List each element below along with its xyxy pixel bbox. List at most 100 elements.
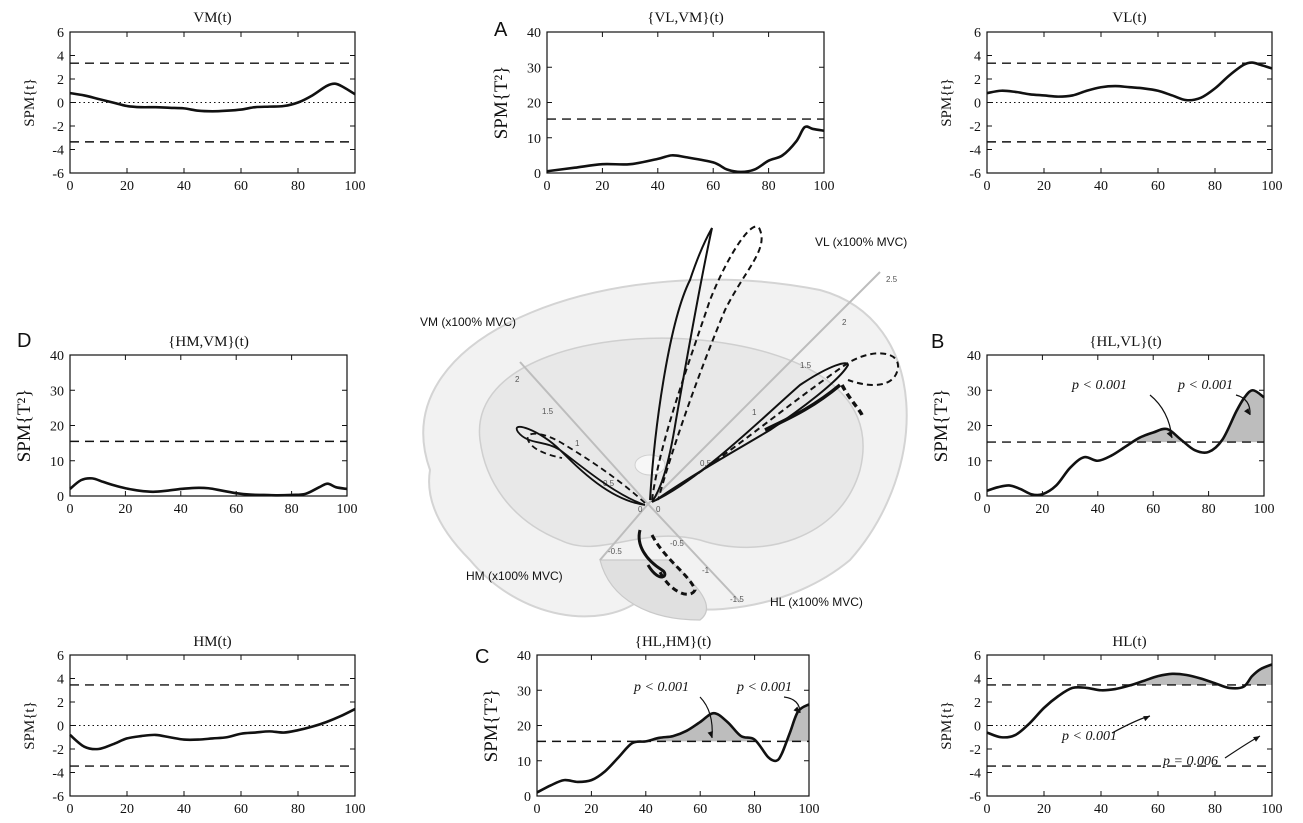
x-tick-label: 60: [234, 802, 248, 817]
x-tick-label: 40: [1094, 179, 1108, 194]
chart-title-hlvl: {HL,VL}(t): [1089, 334, 1161, 350]
x-tick-label: 80: [285, 502, 299, 517]
y-tick-label: -4: [52, 144, 64, 159]
x-tick-label: 100: [1262, 802, 1283, 817]
chart-title-hmvm: {HM,VM}(t): [168, 334, 249, 350]
y-tick-label: 10: [50, 455, 64, 470]
y-tick-label: 6: [974, 649, 981, 664]
vm-tick-3: 2: [515, 375, 520, 384]
y-axis-label-vlvm: SPM{T²}: [491, 66, 512, 140]
y-tick-label: 4: [974, 50, 981, 65]
panel-letter-b: B: [931, 331, 944, 353]
y-tick-label: 6: [57, 26, 64, 41]
x-tick-label: 80: [291, 179, 305, 194]
x-tick-label: 60: [1146, 502, 1160, 517]
p-value-annotation: p < 0.001: [1061, 729, 1117, 744]
x-tick-label: 0: [67, 179, 74, 194]
annotation-arrowhead: [1143, 716, 1150, 722]
vl-axis-label: VL (x100% MVC): [815, 235, 907, 249]
plot-frame-hlhm: [536, 654, 810, 797]
trajectory-vm-dashed: [527, 432, 646, 504]
y-tick-label: -2: [969, 743, 981, 758]
y-tick-label: 30: [517, 684, 531, 699]
p-value-annotation: p < 0.001: [1177, 378, 1233, 393]
x-tick-label: 40: [177, 179, 191, 194]
y-tick-label: 40: [527, 26, 541, 41]
y-tick-label: 6: [57, 649, 64, 664]
trajectory-vm-solid: [515, 425, 646, 506]
polar-axes-group: VL (x100% MVC) VM (x100% MVC) HM (x100% …: [420, 235, 907, 609]
x-tick-label: 0: [984, 802, 991, 817]
y-tick-label: 0: [974, 490, 981, 505]
y-axis-label-vl: SPM{t}: [939, 78, 955, 127]
vm-axis-label: VM (x100% MVC): [420, 315, 516, 329]
y-tick-label: -2: [52, 120, 64, 135]
x-tick-label: 20: [595, 179, 609, 194]
y-tick-label: 0: [974, 720, 981, 735]
spm-curve-hlvl: [986, 388, 1265, 497]
annotation-arrow: [783, 696, 801, 714]
y-tick-label: 2: [974, 73, 981, 88]
trajectory-vl-vm-solid: [649, 227, 713, 503]
x-tick-label: 0: [984, 502, 991, 517]
y-axis-label-hlhm: SPM{T²}: [481, 689, 502, 763]
y-tick-label: 2: [57, 696, 64, 711]
x-tick-label: 100: [345, 179, 366, 194]
y-axis-label-hmvm: SPM{T²}: [14, 389, 35, 463]
x-tick-label: 100: [345, 802, 366, 817]
annotation-arrowhead: [1166, 431, 1172, 438]
panel-letter-c: C: [475, 646, 489, 668]
y-tick-label: 6: [974, 26, 981, 41]
vl-tick-4: 2.5: [886, 275, 898, 284]
y-tick-label: 10: [517, 755, 531, 770]
axis-hm: [599, 503, 649, 561]
annotation-arrowhead: [1253, 736, 1260, 742]
x-tick-label: 80: [762, 179, 776, 194]
x-tick-label: 20: [1037, 179, 1051, 194]
hl-axis-label: HL (x100% MVC): [770, 595, 863, 609]
panel-letter-a: A: [494, 19, 508, 41]
x-tick-label: 40: [177, 802, 191, 817]
hl-tick-1: -0.5: [670, 539, 684, 548]
y-tick-label: 4: [974, 673, 981, 688]
hl-tick-3: -1.5: [730, 595, 744, 604]
hl-tick-0: 0: [656, 505, 661, 514]
x-tick-label: 60: [706, 179, 720, 194]
x-tick-label: 20: [584, 802, 598, 817]
y-tick-label: 2: [974, 696, 981, 711]
plot-frame-hmvm: [69, 354, 348, 497]
y-tick-label: 4: [57, 50, 64, 65]
y-tick-label: -4: [969, 144, 981, 159]
chart-title-hlhm: {HL,HM}(t): [635, 634, 711, 650]
x-tick-label: 100: [1254, 502, 1275, 517]
y-tick-label: 0: [974, 97, 981, 112]
suprathreshold-cluster: [786, 704, 809, 742]
vl-tick-0: 0.5: [700, 459, 712, 468]
y-tick-label: 30: [967, 384, 981, 399]
trajectory-hl-bold-dashed: [650, 534, 697, 596]
p-value-annotation: p < 0.001: [736, 680, 792, 695]
y-tick-label: -6: [969, 790, 981, 805]
p-value-annotation: p < 0.001: [1071, 378, 1127, 393]
x-tick-label: 40: [639, 802, 653, 817]
trajectory-vl-bold: [764, 383, 842, 432]
y-tick-label: 0: [57, 720, 64, 735]
trajectory-hm-bold: [637, 529, 667, 579]
hm-tick-0: 0: [638, 505, 643, 514]
y-axis-label-hm: SPM{t}: [22, 701, 38, 750]
spm-curve-vlvm: [546, 125, 825, 174]
x-tick-label: 80: [1208, 179, 1222, 194]
y-tick-label: 40: [50, 349, 64, 364]
spm-curve-hl: [986, 663, 1273, 739]
suprathreshold-cluster: [1131, 673, 1221, 685]
plot-frame-hlvl: [986, 354, 1265, 497]
